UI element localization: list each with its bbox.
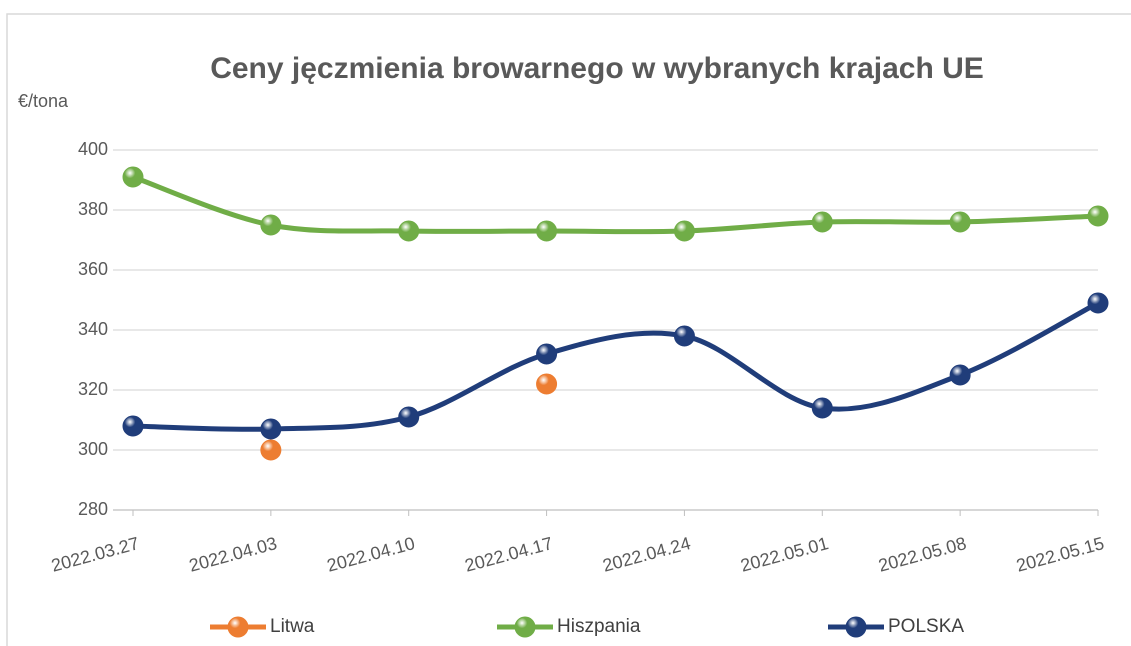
data-point [673,220,695,242]
y-tick-label: 400 [78,139,108,159]
chart-title: Ceny jęczmienia browarnego w wybranych k… [210,52,984,85]
x-tick-label: 2022.05.01 [738,533,830,576]
data-point [260,418,282,440]
x-tick-label: 2022.04.10 [325,533,417,576]
x-tick-label: 2022.04.03 [187,533,279,576]
data-point [536,343,558,365]
legend-label: POLSKA [888,616,964,637]
data-point [398,406,420,428]
data-point [260,439,282,461]
x-tick-label: 2022.03.27 [49,533,141,576]
data-point [536,220,558,242]
y-axis-label: €/tona [18,91,69,111]
y-tick-label: 380 [78,199,108,219]
data-point [949,364,971,386]
data-point [1087,292,1109,314]
data-point [398,220,420,242]
x-tick-label: 2022.05.08 [876,533,968,576]
data-point [949,211,971,233]
y-tick-label: 320 [78,379,108,399]
x-tick-label: 2022.04.24 [600,533,692,576]
legend-marker [227,616,249,638]
y-tick-label: 340 [78,319,108,339]
x-tick-label: 2022.04.17 [463,533,555,576]
data-point [122,415,144,437]
y-tick-label: 360 [78,259,108,279]
chart-frame [6,13,1131,646]
y-tick-label: 300 [78,439,108,459]
data-point [536,373,558,395]
data-point [811,397,833,419]
x-tick-label: 2022.05.15 [1014,533,1106,576]
legend-label: Litwa [270,616,315,637]
data-point [260,214,282,236]
data-point [122,166,144,188]
data-point [673,325,695,347]
data-point [1087,205,1109,227]
data-point [811,211,833,233]
legend-marker [845,616,867,638]
legend-label: Hiszpania [557,616,641,637]
series-line [130,300,1101,432]
legend-marker [514,616,536,638]
y-tick-label: 280 [78,499,108,519]
